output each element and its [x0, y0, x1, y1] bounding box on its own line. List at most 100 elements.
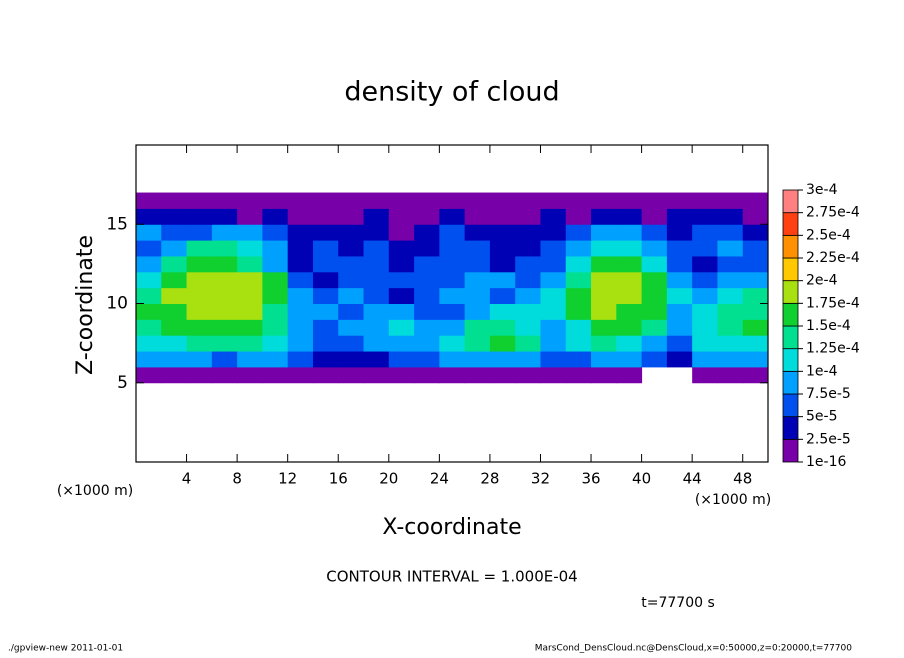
heat-cell	[237, 366, 263, 384]
heat-cell	[489, 208, 516, 225]
heat-cell	[388, 303, 415, 320]
heat-cell	[262, 287, 289, 304]
heat-cell	[717, 192, 744, 209]
heat-cell	[211, 224, 238, 241]
heat-cell	[363, 224, 390, 241]
heat-cell	[464, 240, 491, 257]
heat-cell	[692, 240, 718, 257]
heat-cell	[363, 319, 390, 336]
heat-cell	[489, 255, 516, 273]
heat-cell	[338, 255, 365, 273]
colorbar-box	[782, 212, 799, 236]
heat-cell	[237, 255, 263, 273]
heat-cell	[641, 240, 668, 257]
heat-cell	[692, 351, 718, 368]
heat-cell	[666, 255, 693, 273]
heat-cell	[262, 224, 289, 241]
heat-cell	[388, 287, 415, 304]
heat-cell	[186, 240, 213, 257]
heat-cell	[186, 335, 213, 352]
heat-cell	[717, 351, 744, 368]
heat-cell	[186, 366, 213, 384]
heat-cell	[717, 366, 744, 384]
heat-cell	[388, 335, 415, 352]
colorbar-box	[782, 302, 799, 327]
heat-cell	[211, 192, 238, 209]
colorbar-label: 7.5e-5	[806, 386, 851, 402]
heat-cell	[312, 255, 339, 273]
heat-cell	[616, 271, 643, 289]
heat-cell	[489, 366, 516, 384]
heat-cell	[666, 335, 693, 352]
colorbar-box	[782, 325, 799, 350]
heat-cell	[136, 271, 162, 289]
heat-cell	[262, 271, 289, 289]
heat-cell	[136, 351, 162, 368]
heat-cell	[186, 319, 213, 336]
heat-cell	[439, 319, 466, 336]
heat-cell	[489, 335, 516, 352]
heat-cell	[363, 192, 390, 209]
heat-cell	[136, 224, 162, 241]
heat-cell	[540, 208, 567, 225]
heat-cell	[211, 319, 238, 336]
heat-cell	[515, 208, 541, 225]
heat-cell	[717, 303, 744, 320]
heat-cell	[641, 287, 668, 304]
heat-cell	[464, 271, 491, 289]
heat-cell	[414, 240, 440, 257]
heat-cell	[136, 192, 162, 209]
heat-cell	[616, 255, 643, 273]
heat-cell	[717, 319, 744, 336]
heat-cell	[591, 271, 617, 289]
heat-cell	[363, 303, 390, 320]
colorbar-box	[782, 189, 799, 214]
heat-cell	[262, 366, 289, 384]
heat-cell	[312, 224, 339, 241]
heat-cell	[312, 287, 339, 304]
heat-cell	[414, 224, 440, 241]
heat-cell	[161, 271, 188, 289]
heat-cell	[742, 287, 769, 304]
heat-cell	[666, 319, 693, 336]
heat-cell	[161, 255, 188, 273]
colorbar-label: 1.25e-4	[806, 341, 860, 357]
heat-cell	[540, 271, 567, 289]
heat-cell	[439, 224, 466, 241]
heat-cell	[262, 208, 289, 225]
heat-cell	[717, 255, 744, 273]
y-tick-label: 15	[106, 214, 128, 234]
colorbar-label: 1.5e-4	[806, 318, 851, 334]
heat-cell	[414, 208, 440, 225]
heat-cell	[338, 351, 365, 368]
heat-cell	[692, 271, 718, 289]
heat-cell	[312, 192, 339, 209]
heat-cell	[591, 208, 617, 225]
heat-cell	[641, 224, 668, 241]
heat-cell	[287, 319, 314, 336]
x-tick-label: 28	[480, 470, 499, 488]
heat-cell	[717, 224, 744, 241]
heat-cell	[186, 287, 213, 304]
y-tick-label: 10	[106, 294, 128, 314]
heat-cell	[287, 303, 314, 320]
x-tick-label: 40	[632, 470, 651, 488]
heat-cell	[262, 240, 289, 257]
heat-cell	[641, 335, 668, 352]
colorbar-label: 5e-5	[806, 409, 837, 425]
heat-cell	[161, 224, 188, 241]
heat-cell	[237, 271, 263, 289]
heat-cell	[641, 303, 668, 320]
heat-cell	[464, 287, 491, 304]
heat-cell	[565, 335, 592, 352]
heat-cell	[287, 224, 314, 241]
heat-cell	[136, 366, 162, 384]
heat-cell	[186, 192, 213, 209]
heat-cell	[591, 366, 617, 384]
heat-cell	[186, 224, 213, 241]
heat-cell	[692, 303, 718, 320]
chart-title: density of cloud	[344, 77, 559, 108]
contour-note: CONTOUR INTERVAL = 1.000E-04	[326, 568, 577, 586]
heat-cell	[161, 351, 188, 368]
